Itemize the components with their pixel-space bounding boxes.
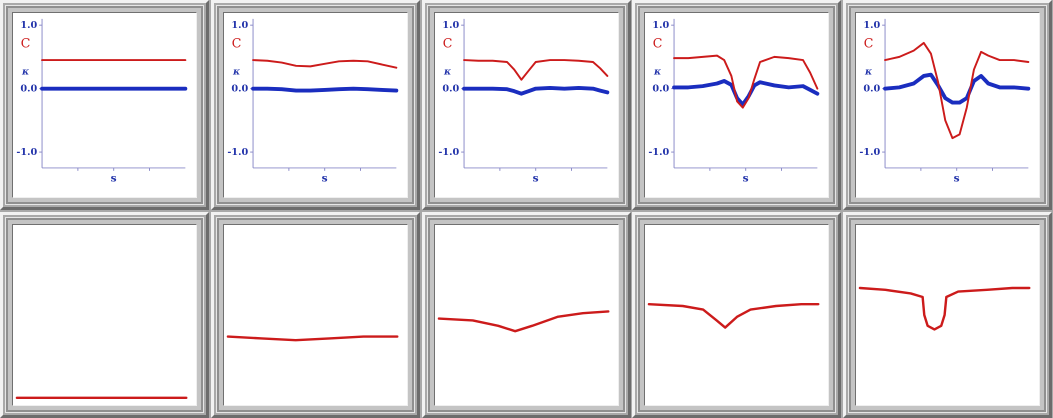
panel-bottom-5 <box>855 224 1040 406</box>
c-axis-label: C <box>443 35 453 50</box>
x-axis-label: s <box>111 171 117 184</box>
chart-bottom-3 <box>437 310 610 333</box>
panel-frame-bottom-4 <box>632 212 841 418</box>
y-tick-label: 0.0 <box>652 84 669 95</box>
curve-line <box>226 335 399 342</box>
y-tick-label: 0.0 <box>20 84 37 95</box>
chart-top-4: 1.0 0.0 -1.0 Cκ s <box>648 18 820 184</box>
y-tick-label: -1.0 <box>227 147 248 158</box>
panel-bottom-1 <box>12 224 197 406</box>
chart-bottom-4 <box>647 302 820 329</box>
y-tick-label: 1.0 <box>652 20 669 31</box>
chart-bottom-1 <box>15 396 188 400</box>
curve-line <box>858 286 1031 331</box>
c-axis-label: C <box>232 35 242 50</box>
panel-frame-bottom-5 <box>843 212 1052 418</box>
y-tick-label: 1.0 <box>231 20 248 31</box>
panel-frame-bottom-1 <box>0 212 209 418</box>
panel-frame-bottom-3 <box>422 212 631 418</box>
c-series-line <box>884 41 1030 140</box>
y-tick-label: 1.0 <box>863 20 880 31</box>
x-axis-label: s <box>322 171 328 184</box>
c-axis-label: C <box>653 35 663 50</box>
panel-bottom-3 <box>434 224 619 406</box>
chart-bottom-5 <box>858 286 1031 331</box>
chart-top-1: 1.0 0.0 -1.0 Cκ s <box>16 18 188 184</box>
panel-frame-bottom-2 <box>211 212 420 418</box>
c-series-line <box>673 54 819 109</box>
panel-bottom-4 <box>644 224 829 406</box>
kappa-series-line <box>251 86 399 93</box>
y-tick-label: -1.0 <box>859 147 880 158</box>
x-axis-label: s <box>533 171 539 184</box>
y-tick-label: -1.0 <box>16 147 37 158</box>
kappa-series-line <box>672 79 820 107</box>
chart-top-5: 1.0 0.0 -1.0 Cκ s <box>859 18 1031 184</box>
c-axis-label: C <box>864 35 874 50</box>
curve-line <box>437 310 610 333</box>
c-series-line <box>463 59 609 81</box>
y-tick-label: 0.0 <box>863 84 880 95</box>
kappa-series-line <box>883 72 1031 105</box>
kappa-axis-label: κ <box>232 67 240 78</box>
chart-top-2: 1.0 0.0 -1.0 Cκ s <box>227 18 399 184</box>
c-axis-label: C <box>21 35 31 50</box>
kappa-series-line <box>462 86 610 96</box>
y-tick-label: 1.0 <box>20 20 37 31</box>
kappa-axis-label: κ <box>21 67 29 78</box>
kappa-axis-label: κ <box>864 67 872 78</box>
chart-bottom-2 <box>226 335 399 342</box>
c-series-line <box>252 59 398 69</box>
y-tick-label: -1.0 <box>438 147 459 158</box>
x-axis-label: s <box>954 171 960 184</box>
y-tick-label: 0.0 <box>442 84 459 95</box>
kappa-axis-label: κ <box>653 67 661 78</box>
y-tick-label: -1.0 <box>648 147 669 158</box>
y-tick-label: 1.0 <box>442 20 459 31</box>
curve-line <box>647 302 820 329</box>
chart-top-3: 1.0 0.0 -1.0 Cκ s <box>438 18 610 184</box>
kappa-axis-label: κ <box>443 67 451 78</box>
y-tick-label: 0.0 <box>231 84 248 95</box>
x-axis-label: s <box>743 171 749 184</box>
panel-bottom-2 <box>223 224 408 406</box>
